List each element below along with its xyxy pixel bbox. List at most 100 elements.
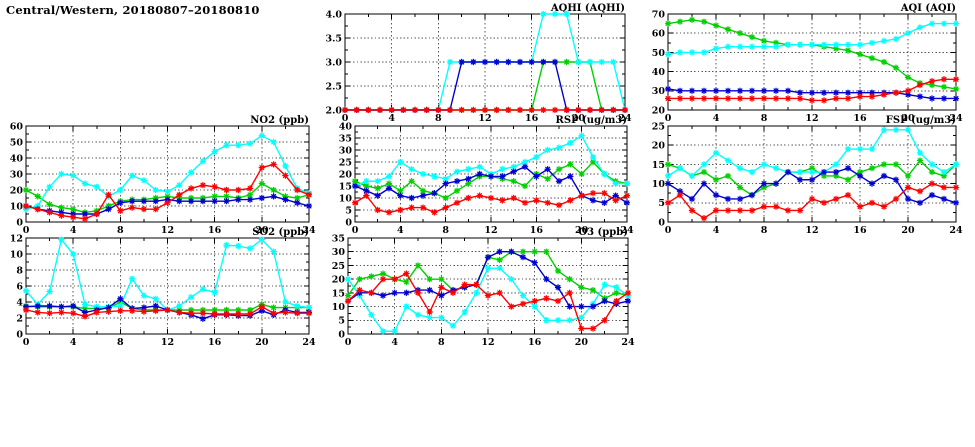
data-point-marker (164, 306, 171, 314)
data-point-marker (563, 106, 570, 113)
data-point-marker (117, 295, 124, 303)
data-point-marker (567, 197, 574, 204)
data-point-marker (438, 284, 445, 291)
data-point-marker (736, 207, 744, 214)
data-point-marker (712, 191, 720, 199)
y-tick-label: 15 (652, 160, 665, 171)
data-point-marker (235, 310, 242, 318)
data-point-marker (566, 275, 573, 283)
data-point-marker (246, 185, 254, 192)
data-point-marker (952, 95, 959, 102)
data-point-marker (403, 289, 410, 297)
x-tick-label: 24 (620, 225, 634, 236)
data-point-marker (235, 242, 242, 250)
data-point-marker (880, 126, 888, 134)
data-point-marker (187, 169, 195, 176)
data-point-marker (544, 175, 551, 183)
data-point-marker (461, 281, 468, 288)
data-point-marker (458, 58, 465, 66)
x-tick-label: 20 (575, 337, 589, 348)
data-point-marker (700, 87, 708, 95)
y-tick-label: 10 (652, 179, 666, 190)
data-point-marker (601, 317, 608, 324)
data-point-marker (282, 162, 289, 170)
data-point-marker (952, 76, 959, 83)
data-point-marker (555, 165, 563, 173)
x-tick-label: 4 (70, 337, 77, 348)
data-point-marker (345, 275, 352, 283)
data-point-marker (868, 93, 876, 100)
data-point-marker (832, 195, 840, 203)
x-tick-label: 4 (388, 113, 395, 124)
data-point-marker (892, 161, 900, 168)
y-tick-label: 5 (345, 205, 352, 216)
data-point-marker (223, 306, 230, 314)
data-point-marker (426, 286, 433, 294)
data-point-marker (724, 26, 732, 33)
data-point-marker (117, 307, 124, 315)
x-tick-label: 16 (525, 113, 539, 124)
data-point-marker (140, 292, 148, 299)
data-point-marker (496, 289, 503, 297)
data-point-marker (868, 165, 876, 172)
data-point-marker (487, 194, 495, 202)
y-tick-label: 25 (339, 157, 352, 168)
data-point-marker (712, 22, 720, 29)
data-point-marker (700, 95, 708, 102)
data-point-marker (928, 161, 936, 168)
data-point-marker (832, 95, 840, 102)
chart-title-rsp: RSP (ug/m3) (556, 115, 627, 126)
data-point-marker (880, 91, 888, 98)
data-point-marker (46, 201, 53, 208)
data-point-marker (700, 214, 708, 222)
data-point-marker (736, 195, 744, 203)
data-point-marker (676, 191, 684, 199)
data-point-marker (844, 191, 852, 199)
data-point-marker (152, 197, 159, 205)
y-tick-label: 5 (658, 198, 665, 209)
data-point-marker (796, 168, 804, 176)
data-point-marker (246, 306, 254, 314)
data-point-marker (844, 176, 852, 183)
y-tick-label: 50 (652, 48, 666, 59)
data-point-marker (916, 157, 924, 164)
data-point-marker (578, 303, 585, 310)
y-tick-label: 10 (332, 302, 346, 313)
data-point-marker (676, 87, 684, 95)
data-point-marker (499, 197, 506, 204)
data-point-marker (374, 192, 381, 199)
data-point-marker (928, 20, 936, 27)
y-tick-label: 30 (10, 169, 24, 180)
data-point-marker (391, 328, 398, 335)
y-tick-label: 20 (652, 105, 666, 116)
data-point-marker (176, 191, 183, 199)
x-tick-label: 0 (665, 225, 672, 236)
data-point-marker (305, 202, 312, 210)
data-point-marker (510, 177, 517, 185)
data-point-marker (940, 20, 948, 27)
series-group (345, 248, 631, 335)
y-tick-label: 0 (338, 329, 345, 340)
data-point-marker (431, 209, 438, 216)
x-tick-label: 20 (901, 225, 915, 236)
data-point-marker (772, 87, 780, 95)
data-point-marker (796, 89, 804, 96)
data-point-marker (414, 311, 422, 319)
data-point-marker (784, 41, 792, 48)
data-point-marker (211, 193, 218, 200)
x-tick-label: 8 (442, 225, 449, 236)
data-point-marker (293, 302, 301, 310)
data-point-marker (499, 173, 506, 180)
data-point-marker (880, 161, 888, 168)
data-point-marker (403, 303, 410, 310)
y-tick-label: 15 (332, 288, 345, 299)
data-point-marker (258, 236, 266, 243)
data-point-marker (516, 106, 524, 113)
x-tick-label: 20 (901, 113, 915, 124)
data-point-marker (736, 29, 744, 37)
data-point-marker (844, 89, 852, 96)
data-point-marker (575, 58, 582, 66)
data-point-marker (270, 309, 277, 317)
data-point-marker (613, 297, 620, 305)
data-point-marker (844, 47, 852, 54)
